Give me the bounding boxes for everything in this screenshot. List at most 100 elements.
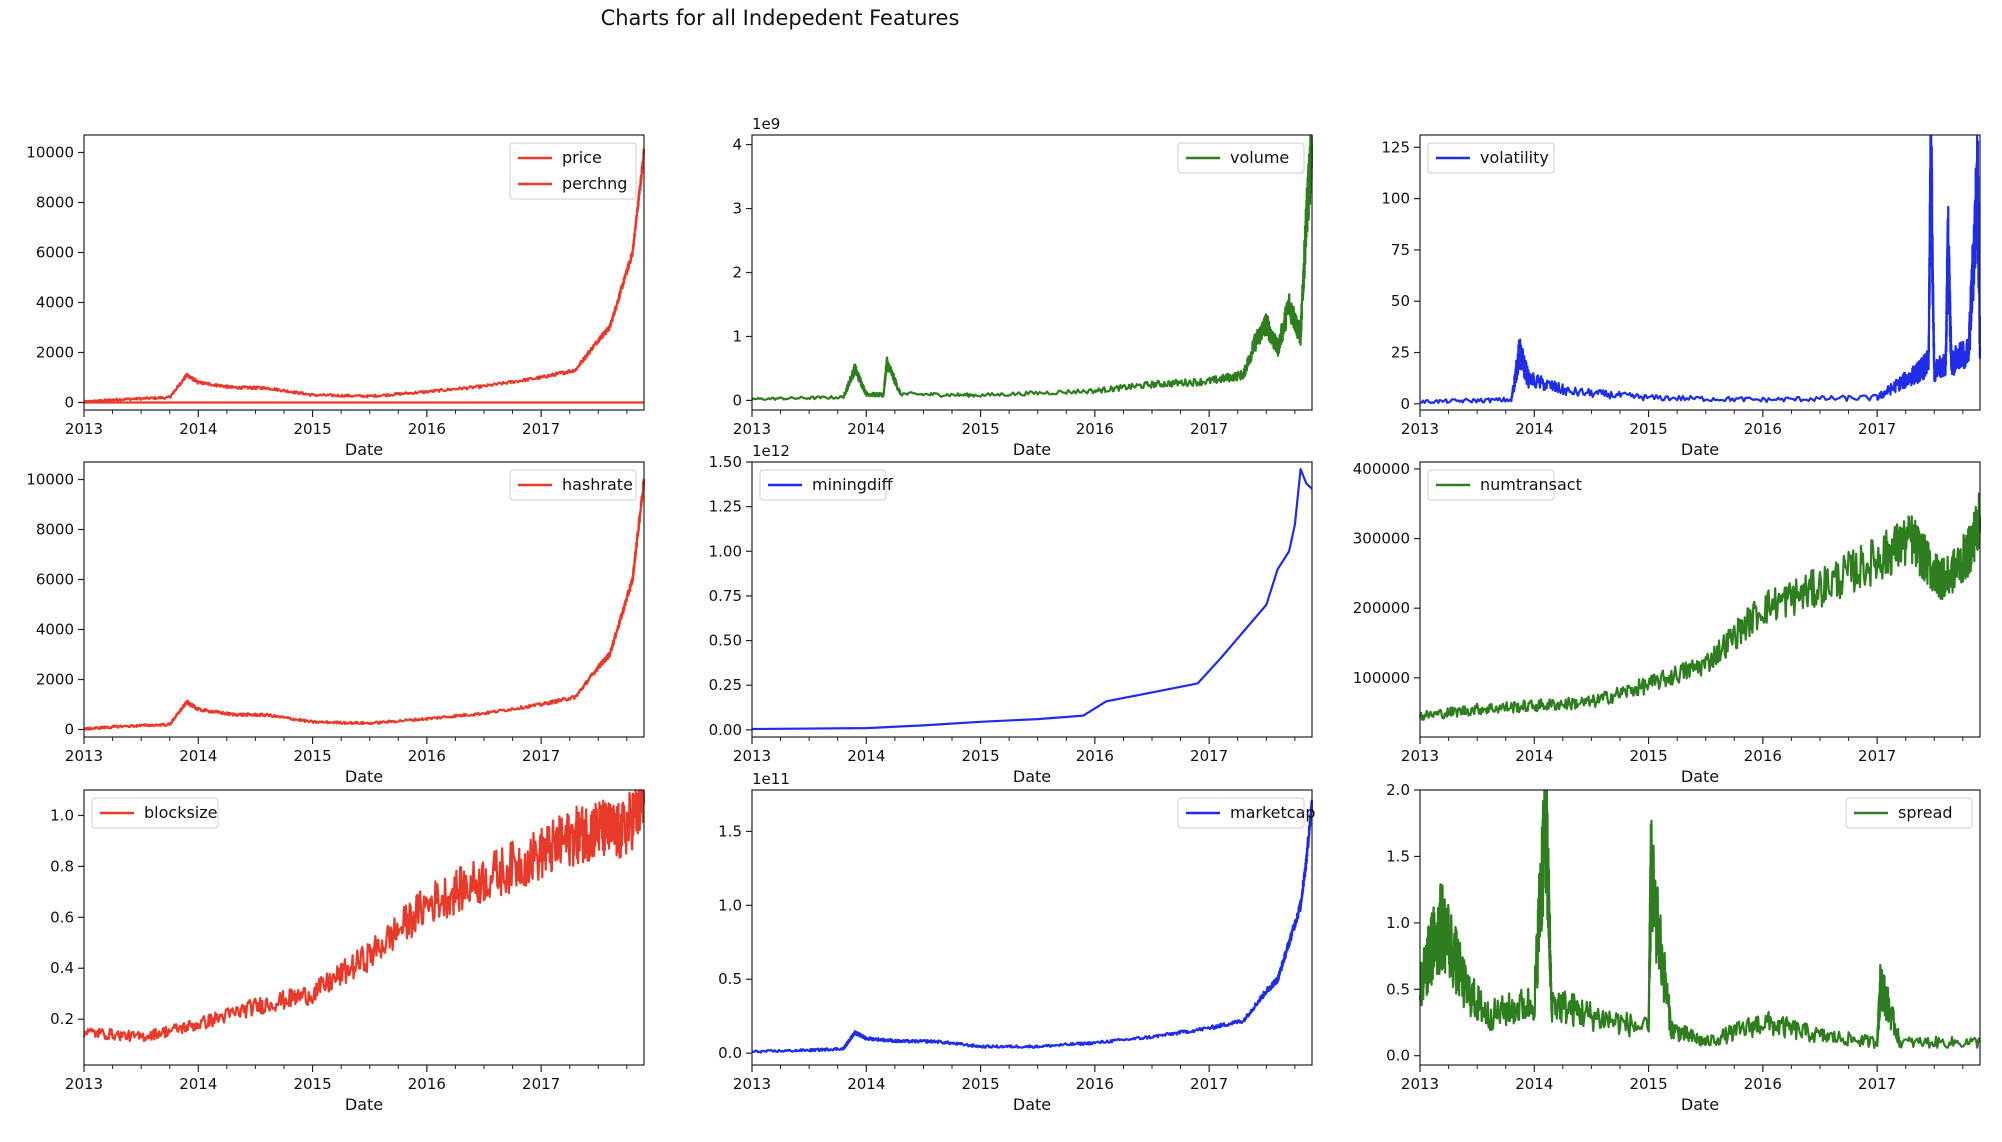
y-tick-label: 0 [64, 394, 74, 412]
x-tick-label: 2014 [179, 1075, 217, 1093]
x-axis-label: Date [1681, 767, 1719, 786]
x-tick-label: 2014 [179, 747, 217, 765]
x-tick-label: 2017 [1858, 1075, 1896, 1093]
legend: volatility [1427, 142, 1555, 174]
subplot-5: 0.00 0.25 0.50 0.75 1.00 1.25 1.50 2013 2014 2015… [709, 442, 1313, 786]
x-tick-label: 2017 [522, 1075, 560, 1093]
x-axis-label: Date [345, 440, 383, 459]
y-tick-label: 0.5 [1386, 980, 1410, 998]
series-line-hashrate [83, 478, 646, 731]
y-tick-label: 6000 [36, 244, 74, 262]
y-tick-label: 2 [732, 264, 742, 282]
subplot-8: 0.0 0.5 1.0 1.5 2013 2014 2015 2016 2017 Date 1e11… [718, 770, 1315, 1114]
legend-label-miningdiff: miningdiff [812, 475, 894, 494]
x-tick-label: 2016 [1744, 420, 1782, 438]
legend-label-volatility: volatility [1480, 148, 1549, 167]
axes-frame [83, 461, 645, 738]
axes-frame [1419, 461, 1981, 738]
x-tick-label: 2017 [1858, 420, 1896, 438]
x-axis-label: Date [1013, 767, 1051, 786]
x-tick-label: 2017 [1858, 747, 1896, 765]
x-tick-label: 2015 [293, 747, 331, 765]
legend-label-perchng: perchng [562, 174, 627, 193]
y-tick-label: 1.0 [1386, 914, 1410, 932]
x-tick-label: 2014 [847, 420, 885, 438]
x-tick-label: 2015 [1629, 747, 1667, 765]
legend: volume [1177, 142, 1305, 174]
x-tick-label: 2013 [733, 747, 771, 765]
y-tick-label: 3 [732, 200, 742, 218]
legend-label-marketcap: marketcap [1230, 803, 1316, 822]
axes-frame [83, 789, 645, 1066]
x-tick-label: 2015 [961, 747, 999, 765]
series-line-volatility [1419, 134, 1982, 404]
x-axis-label: Date [345, 1095, 383, 1114]
legend-box [509, 469, 637, 501]
axes-frame [751, 134, 1313, 411]
y-tick-label: 100000 [1353, 669, 1410, 687]
axes-frame [751, 461, 1313, 738]
y-tick-label: 0.6 [50, 908, 74, 926]
x-tick-label: 2013 [733, 420, 771, 438]
x-tick-label: 2016 [1076, 1075, 1114, 1093]
x-tick-label: 2016 [1076, 420, 1114, 438]
y-tick-label: 2000 [36, 671, 74, 689]
y-tick-label: 1.00 [709, 542, 742, 560]
y-axis-exponent: 1e11 [752, 770, 790, 788]
y-tick-label: 200000 [1353, 599, 1410, 617]
y-tick-label: 8000 [36, 194, 74, 212]
subplot-1: 0 2000 4000 6000 8000 10000 2013 2014 2015 2016 20… [26, 134, 646, 459]
y-tick-label: 0.25 [709, 676, 742, 694]
y-tick-label: 0.75 [709, 587, 742, 605]
y-tick-label: 0 [732, 391, 742, 409]
axes-frame [751, 789, 1313, 1066]
legend-box [1845, 797, 1973, 829]
legend: spread [1845, 797, 1973, 829]
y-tick-label: 25 [1391, 344, 1410, 362]
y-tick-label: 1 [732, 327, 742, 345]
series-line-miningdiff [751, 468, 1313, 731]
x-tick-label: 2015 [961, 1075, 999, 1093]
x-tick-label: 2016 [1744, 747, 1782, 765]
y-tick-label: 0.0 [1386, 1047, 1410, 1065]
legend: miningdiff [759, 469, 894, 501]
y-tick-label: 0.00 [709, 721, 742, 739]
legend: price perchng [509, 142, 637, 200]
y-tick-label: 0.4 [50, 959, 74, 977]
x-axis-label: Date [345, 767, 383, 786]
y-tick-label: 2.0 [1386, 781, 1410, 799]
y-axis-exponent: 1e9 [752, 115, 780, 133]
y-tick-label: 4 [732, 136, 742, 154]
x-tick-label: 2013 [65, 747, 103, 765]
x-tick-label: 2013 [733, 1075, 771, 1093]
x-tick-label: 2014 [1515, 420, 1553, 438]
y-tick-label: 6000 [36, 571, 74, 589]
y-tick-label: 1.5 [1386, 847, 1410, 865]
x-tick-label: 2016 [1076, 747, 1114, 765]
y-tick-label: 10000 [26, 144, 74, 162]
legend-label-hashrate: hashrate [562, 475, 633, 494]
legend: blocksize [91, 797, 219, 829]
y-tick-label: 1.50 [709, 453, 742, 471]
x-axis-label: Date [1681, 440, 1719, 459]
x-tick-label: 2014 [847, 1075, 885, 1093]
x-axis-label: Date [1013, 1095, 1051, 1114]
y-tick-label: 0 [1400, 395, 1410, 413]
y-tick-label: 0.50 [709, 632, 742, 650]
series-line-blocksize [82, 789, 646, 1043]
legend-label-spread: spread [1898, 803, 1953, 822]
x-tick-label: 2013 [65, 420, 103, 438]
x-tick-label: 2015 [1629, 420, 1667, 438]
series-line-volume [751, 134, 1314, 401]
y-axis-exponent: 1e12 [752, 442, 790, 460]
subplot-3: 0 25 50 75 100 125 2013 2014 2015 2016 2017 Date vol… [1381, 134, 1982, 459]
x-tick-label: 2016 [408, 1075, 446, 1093]
legend-label-numtransact: numtransact [1480, 475, 1582, 494]
y-tick-label: 125 [1381, 138, 1410, 156]
legend-label-volume: volume [1230, 148, 1289, 167]
legend-label-price: price [562, 148, 602, 167]
subplot-9: 0.0 0.5 1.0 1.5 2.0 2013 2014 2015 2016 2017 Date s… [1386, 781, 1982, 1114]
subplot-7: 0.2 0.4 0.6 0.8 1.0 2013 2014 2015 2016 2017 Date b… [50, 789, 646, 1114]
y-tick-label: 75 [1391, 241, 1410, 259]
